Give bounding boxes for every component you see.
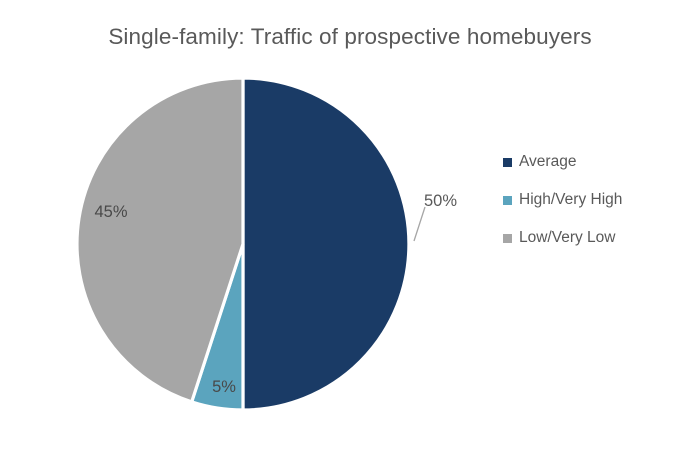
chart-title: Single-family: Traffic of prospective ho… (108, 24, 592, 49)
legend-label-high-very-high: High/Very High (519, 191, 623, 209)
legend-label-average: Average (519, 153, 577, 171)
legend-item-low-very-low[interactable]: Low/Very Low (503, 219, 693, 257)
legend-item-high-very-high[interactable]: High/Very High (503, 181, 693, 219)
chart-legend: Average High/Very High Low/Very Low (503, 143, 693, 257)
data-label-high-very-high: 5% (212, 378, 236, 396)
leader-line-average (413, 206, 426, 242)
pie-slice-average[interactable] (241, 76, 411, 412)
pie-slice-low-very-low[interactable] (75, 76, 245, 404)
pie-plot-area: 50% 5% 45% (75, 76, 457, 412)
legend-item-average[interactable]: Average (503, 143, 693, 181)
data-label-average: 50% (424, 192, 457, 210)
pie-svg: 50% 5% 45% (75, 76, 457, 412)
legend-swatch-icon-low-very-low (503, 233, 512, 243)
legend-swatch-icon-high-very-high (503, 195, 512, 205)
legend-swatch-icon-average (503, 157, 512, 167)
legend-label-low-very-low: Low/Very Low (519, 229, 616, 247)
data-label-low-very-low: 45% (94, 203, 127, 221)
